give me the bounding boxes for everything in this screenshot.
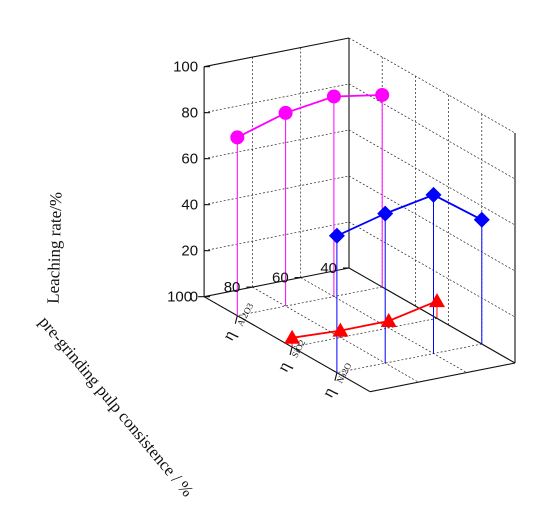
chart-series bbox=[230, 87, 490, 344]
y-tick-label: 60 bbox=[272, 270, 289, 287]
series-line-al2o3 bbox=[236, 94, 383, 139]
back-wall-gridline bbox=[204, 175, 350, 206]
data-point-triangle bbox=[380, 313, 397, 327]
chart-box-edges bbox=[203, 37, 516, 393]
floor-right-edge bbox=[369, 362, 516, 393]
x-back-edge bbox=[348, 267, 516, 364]
y-tick-label: 40 bbox=[320, 260, 337, 277]
z-tick-label: 20 bbox=[181, 243, 198, 260]
y-axis-title: pre-grinding pulp consistence / % bbox=[35, 312, 197, 500]
x-category-symbol: η bbox=[318, 384, 339, 401]
back-wall-gridline bbox=[204, 83, 350, 114]
data-point-circle bbox=[326, 89, 341, 104]
back-wall bbox=[204, 38, 349, 297]
data-point-circle bbox=[375, 87, 390, 102]
z-axis-title: Leaching rate/% bbox=[44, 192, 66, 304]
data-point-diamond bbox=[377, 205, 394, 222]
chart-labels: Leaching rate/% pre-grinding pulp consist… bbox=[35, 192, 197, 501]
series-line-na2o bbox=[336, 193, 483, 237]
data-point-diamond bbox=[425, 186, 442, 203]
x-tick-mark bbox=[289, 346, 293, 356]
floor-gridline bbox=[292, 318, 438, 348]
data-point-diamond bbox=[328, 227, 345, 244]
x-category-symbol: η bbox=[219, 327, 240, 344]
data-point-circle bbox=[278, 105, 293, 120]
y-axis-line bbox=[203, 267, 350, 298]
z-tick-label: 100 bbox=[173, 59, 198, 76]
y-tick-label: 100 bbox=[167, 289, 192, 306]
z-tick-label: 40 bbox=[181, 197, 198, 214]
y-tick-label: 80 bbox=[224, 279, 241, 296]
back-wall-gridline bbox=[204, 129, 350, 160]
x-axis-line bbox=[203, 296, 371, 393]
series-line-sio2 bbox=[291, 300, 438, 339]
data-point-diamond bbox=[473, 211, 490, 228]
x-tick-mark bbox=[334, 372, 338, 381]
back-wall-gridline bbox=[204, 221, 350, 252]
data-point-circle bbox=[230, 130, 245, 145]
floor-gridline bbox=[336, 343, 482, 374]
data-point-triangle bbox=[429, 293, 445, 308]
x-tick-mark bbox=[234, 315, 238, 324]
z-tick-label: 60 bbox=[181, 151, 198, 168]
data-point-triangle bbox=[284, 329, 301, 344]
floor-gridline bbox=[237, 286, 383, 317]
chart-grid bbox=[203, 47, 516, 392]
back-wall-top-edge bbox=[203, 37, 350, 68]
data-point-triangle bbox=[332, 322, 349, 337]
z-tick-label: 80 bbox=[181, 105, 198, 122]
z-tick-label: 0 bbox=[190, 289, 198, 306]
x-category-symbol: η bbox=[273, 358, 294, 375]
